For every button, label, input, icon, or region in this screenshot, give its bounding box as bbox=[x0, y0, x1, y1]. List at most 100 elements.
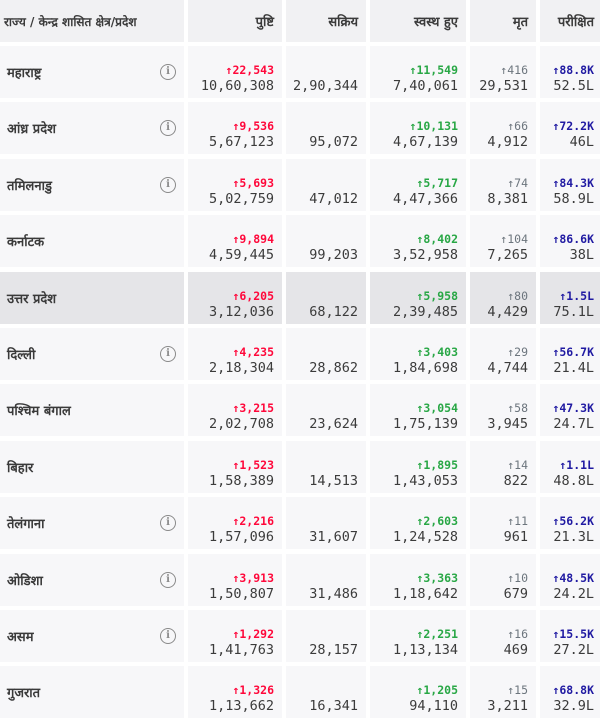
header-state[interactable]: राज्य / केन्द्र शासित क्षेत्र/प्रदेश bbox=[0, 0, 184, 42]
active-total: 95,072 bbox=[309, 134, 358, 151]
deceased-total: 29,531 bbox=[479, 78, 528, 94]
deceased-cell: ↑58 3,945 bbox=[470, 384, 536, 437]
confirmed-cell: ↑6,205 3,12,036 bbox=[188, 271, 282, 324]
recovered-cell: ↑11,549 7,40,061 bbox=[370, 46, 466, 98]
tested-delta: ↑56.7K bbox=[552, 344, 594, 359]
deceased-total: 822 bbox=[503, 472, 528, 489]
info-icon[interactable]: i bbox=[160, 345, 176, 362]
recovered-total: 4,47,366 bbox=[392, 190, 458, 207]
table-row[interactable]: दिल्ली i ↑4,235 2,18,304 28,862 ↑3,403 1… bbox=[0, 327, 600, 380]
state-name: तमिलनाडु bbox=[7, 178, 52, 194]
state-cell[interactable]: कर्नाटक bbox=[0, 215, 184, 268]
tested-cell: ↑86.6K 38L bbox=[540, 215, 600, 268]
tested-total: 32.9L bbox=[553, 698, 594, 715]
header-active[interactable]: सक्रिय bbox=[286, 0, 366, 42]
info-icon[interactable]: i bbox=[160, 64, 176, 80]
table-row[interactable]: ओडिशा i ↑3,913 1,50,807 31,486 ↑3,363 1,… bbox=[0, 553, 600, 606]
confirmed-total: 2,18,304 bbox=[208, 359, 274, 376]
deceased-cell: ↑11 961 bbox=[470, 497, 536, 550]
confirmed-total: 1,58,389 bbox=[208, 472, 274, 489]
tested-total: 58.9L bbox=[553, 190, 594, 207]
deceased-delta: ↑416 bbox=[500, 63, 528, 77]
confirmed-cell: ↑4,235 2,18,304 bbox=[188, 327, 282, 380]
tested-delta: ↑86.6K bbox=[552, 232, 594, 247]
state-cell[interactable]: आंध्र प्रदेश i bbox=[0, 102, 184, 155]
table-row[interactable]: आंध्र प्रदेश i ↑9,536 5,67,123 95,072 ↑1… bbox=[0, 102, 600, 155]
deceased-total: 4,429 bbox=[487, 303, 528, 320]
active-cell: 14,513 bbox=[286, 440, 366, 493]
deceased-total: 7,265 bbox=[487, 247, 528, 264]
tested-delta: ↑15.5K bbox=[552, 626, 594, 641]
state-cell[interactable]: पश्चिम बंगाल bbox=[0, 384, 184, 437]
recovered-cell: ↑5,717 4,47,366 bbox=[370, 158, 466, 211]
deceased-delta: ↑15 bbox=[507, 683, 528, 698]
table-row[interactable]: असम i ↑1,292 1,41,763 28,157 ↑2,251 1,13… bbox=[0, 609, 600, 662]
confirmed-cell: ↑2,216 1,57,096 bbox=[188, 497, 282, 550]
table-row[interactable]: बिहार ↑1,523 1,58,389 14,513 ↑1,895 1,43… bbox=[0, 440, 600, 493]
table-row[interactable]: गुजरात ↑1,326 1,13,662 16,341 ↑1,205 94,… bbox=[0, 666, 600, 719]
recovered-cell: ↑3,403 1,84,698 bbox=[370, 327, 466, 380]
tested-total: 46L bbox=[569, 134, 594, 151]
header-deceased[interactable]: मृत bbox=[470, 0, 536, 42]
deceased-total: 3,211 bbox=[487, 698, 528, 715]
deceased-total: 469 bbox=[503, 641, 528, 658]
deceased-total: 679 bbox=[503, 585, 528, 602]
table-row[interactable]: तेलंगाना i ↑2,216 1,57,096 31,607 ↑2,603… bbox=[0, 497, 600, 550]
table-row[interactable]: महाराष्ट्र i ↑22,543 10,60,308 2,90,344 … bbox=[0, 46, 600, 98]
table-row[interactable]: कर्नाटक ↑9,894 4,59,445 99,203 ↑8,402 3,… bbox=[0, 215, 600, 268]
deceased-cell: ↑416 29,531 bbox=[470, 46, 536, 98]
confirmed-cell: ↑9,894 4,59,445 bbox=[188, 215, 282, 268]
recovered-delta: ↑3,403 bbox=[416, 344, 458, 359]
recovered-delta: ↑8,402 bbox=[416, 232, 458, 247]
state-cell[interactable]: बिहार bbox=[0, 440, 184, 493]
recovered-cell: ↑1,895 1,43,053 bbox=[370, 440, 466, 493]
state-name: पश्चिम बंगाल bbox=[7, 404, 71, 420]
table-row[interactable]: तमिलनाडु i ↑5,693 5,02,759 47,012 ↑5,717… bbox=[0, 158, 600, 211]
info-icon[interactable]: i bbox=[160, 515, 176, 532]
tested-total: 21.4L bbox=[553, 359, 594, 376]
deceased-delta: ↑66 bbox=[507, 119, 528, 134]
confirmed-delta: ↑22,543 bbox=[225, 63, 274, 77]
confirmed-cell: ↑3,215 2,02,708 bbox=[188, 384, 282, 437]
confirmed-total: 1,50,807 bbox=[208, 585, 274, 602]
state-name: तेलंगाना bbox=[7, 517, 45, 533]
state-cell[interactable]: महाराष्ट्र i bbox=[0, 46, 184, 98]
tested-delta: ↑48.5K bbox=[552, 570, 594, 585]
table-row[interactable]: पश्चिम बंगाल ↑3,215 2,02,708 23,624 ↑3,0… bbox=[0, 384, 600, 437]
state-cell[interactable]: तेलंगाना i bbox=[0, 497, 184, 550]
info-icon[interactable]: i bbox=[160, 571, 176, 588]
table-header: राज्य / केन्द्र शासित क्षेत्र/प्रदेश पुष… bbox=[0, 0, 600, 42]
active-cell: 2,90,344 bbox=[286, 46, 366, 98]
tested-cell: ↑68.8K 32.9L bbox=[540, 666, 600, 719]
deceased-delta: ↑11 bbox=[507, 514, 528, 529]
tested-delta: ↑84.3K bbox=[552, 175, 594, 190]
tested-delta: ↑47.3K bbox=[552, 401, 594, 416]
state-cell[interactable]: ओडिशा i bbox=[0, 553, 184, 606]
header-tested[interactable]: परीक्षित bbox=[540, 0, 600, 42]
active-cell: 99,203 bbox=[286, 215, 366, 268]
info-icon[interactable]: i bbox=[160, 627, 176, 644]
state-cell[interactable]: गुजरात bbox=[0, 666, 184, 719]
info-icon[interactable]: i bbox=[160, 176, 176, 193]
state-name: ओडिशा bbox=[7, 573, 43, 589]
state-cell[interactable]: उत्तर प्रदेश bbox=[0, 271, 184, 324]
confirmed-cell: ↑1,292 1,41,763 bbox=[188, 609, 282, 662]
active-total: 2,90,344 bbox=[292, 78, 358, 94]
header-confirmed[interactable]: पुष्टि bbox=[188, 0, 282, 42]
table-row[interactable]: उत्तर प्रदेश ↑6,205 3,12,036 68,122 ↑5,9… bbox=[0, 271, 600, 324]
header-recovered[interactable]: स्वस्थ हुए bbox=[370, 0, 466, 42]
state-cell[interactable]: दिल्ली i bbox=[0, 327, 184, 380]
active-total: 47,012 bbox=[309, 190, 358, 207]
state-name: कर्नाटक bbox=[7, 235, 45, 251]
recovered-cell: ↑3,054 1,75,139 bbox=[370, 384, 466, 437]
active-cell: 16,341 bbox=[286, 666, 366, 719]
state-name: असम bbox=[7, 629, 34, 645]
state-cell[interactable]: तमिलनाडु i bbox=[0, 158, 184, 211]
state-cell[interactable]: असम i bbox=[0, 609, 184, 662]
tested-cell: ↑72.2K 46L bbox=[540, 102, 600, 155]
info-icon[interactable]: i bbox=[160, 120, 176, 137]
confirmed-delta: ↑1,326 bbox=[232, 683, 274, 698]
recovered-delta: ↑2,251 bbox=[416, 626, 458, 641]
tested-total: 48.8L bbox=[553, 472, 594, 489]
confirmed-delta: ↑2,216 bbox=[232, 514, 274, 529]
